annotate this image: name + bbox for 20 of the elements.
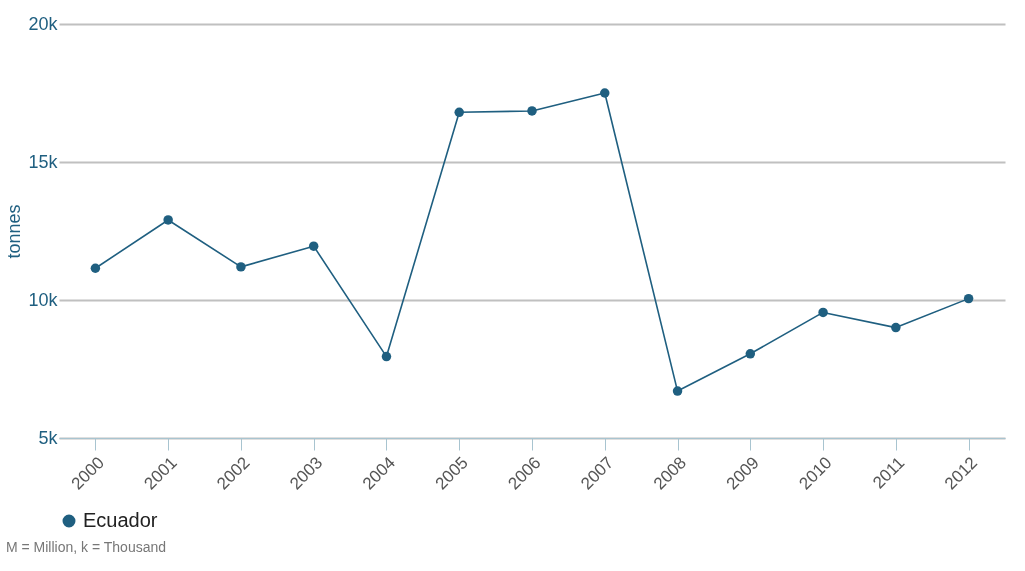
point bbox=[454, 107, 464, 118]
legend-label: Ecuador bbox=[83, 509, 158, 531]
y-tick-label: 20k bbox=[28, 13, 59, 34]
y-tick-label: 10k bbox=[28, 289, 59, 310]
y-tick-label: 15k bbox=[28, 151, 59, 172]
point bbox=[527, 106, 537, 116]
y-axis-title: tonnes bbox=[4, 204, 25, 259]
point bbox=[891, 322, 901, 333]
point bbox=[963, 293, 974, 304]
point bbox=[90, 263, 101, 273]
point bbox=[745, 349, 756, 359]
point bbox=[236, 262, 246, 272]
text: M = Million, k = Thousand bbox=[5, 539, 167, 555]
point bbox=[308, 241, 319, 251]
point bbox=[672, 386, 683, 396]
point bbox=[163, 215, 173, 225]
point bbox=[600, 88, 610, 98]
point bbox=[818, 307, 828, 318]
y-tick-label: 5k bbox=[38, 427, 59, 448]
point bbox=[381, 351, 392, 362]
